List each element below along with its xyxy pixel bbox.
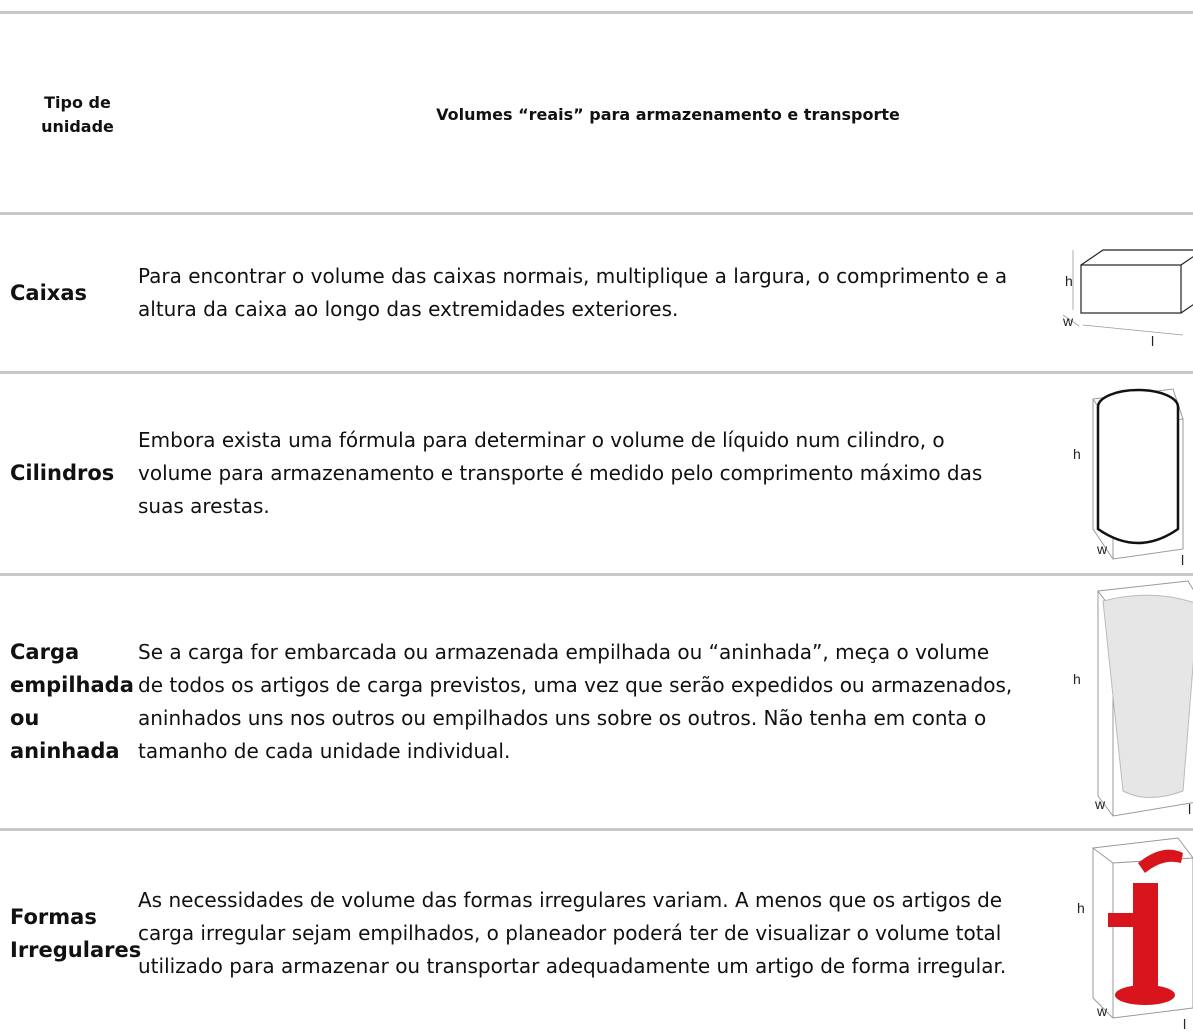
description: Se a carga for embarcada ou armazenada e… <box>138 640 1013 763</box>
buckets-figure: h w l <box>1073 580 1193 817</box>
fig-label: h <box>1065 273 1073 289</box>
box-figure: h w l <box>1062 249 1193 349</box>
rule <box>0 573 1193 576</box>
fig-label: w <box>1094 796 1106 812</box>
fig-label: w <box>1096 541 1108 557</box>
header-volumes: Volumes “reais” para armazenamento e tra… <box>436 105 900 124</box>
unit-type: Caixas <box>10 280 87 305</box>
row: Caixas Para encontrar o volume das caixa… <box>0 215 1193 371</box>
fig-label: w <box>1096 1003 1108 1019</box>
description: Embora exista uma fórmula para determina… <box>138 428 983 518</box>
unit-type: Formas Irregulares <box>10 904 142 962</box>
rule <box>0 371 1193 374</box>
description: As necessidades de volume das formas irr… <box>138 888 1007 978</box>
fig-label: w <box>1062 313 1074 329</box>
rule <box>0 212 1193 215</box>
rule <box>0 11 1193 14</box>
fig-label: l <box>1183 1016 1186 1032</box>
row: Carga empilhada ou aninhada Se a carga f… <box>0 576 1193 828</box>
fig-label: h <box>1073 671 1081 687</box>
description: Para encontrar o volume das caixas norma… <box>138 264 1008 321</box>
unit-type: Cilindros <box>10 461 115 485</box>
fig-label: h <box>1077 900 1085 916</box>
pump-figure: h w l <box>1077 837 1193 1032</box>
row: Cilindros Embora exista uma fórmula para… <box>0 374 1193 573</box>
row: Formas Irregulares As necessidades de vo… <box>0 831 1193 1036</box>
fig-label: l <box>1188 801 1191 817</box>
header-type: Tipo de unidade <box>41 93 114 136</box>
cylinder-figure: h w l <box>1073 388 1184 568</box>
fig-label: l <box>1151 333 1154 349</box>
fig-label: h <box>1073 446 1081 462</box>
rule <box>0 828 1193 831</box>
fig-label: l <box>1181 552 1184 568</box>
unit-type: Carga empilhada ou aninhada <box>10 640 134 763</box>
